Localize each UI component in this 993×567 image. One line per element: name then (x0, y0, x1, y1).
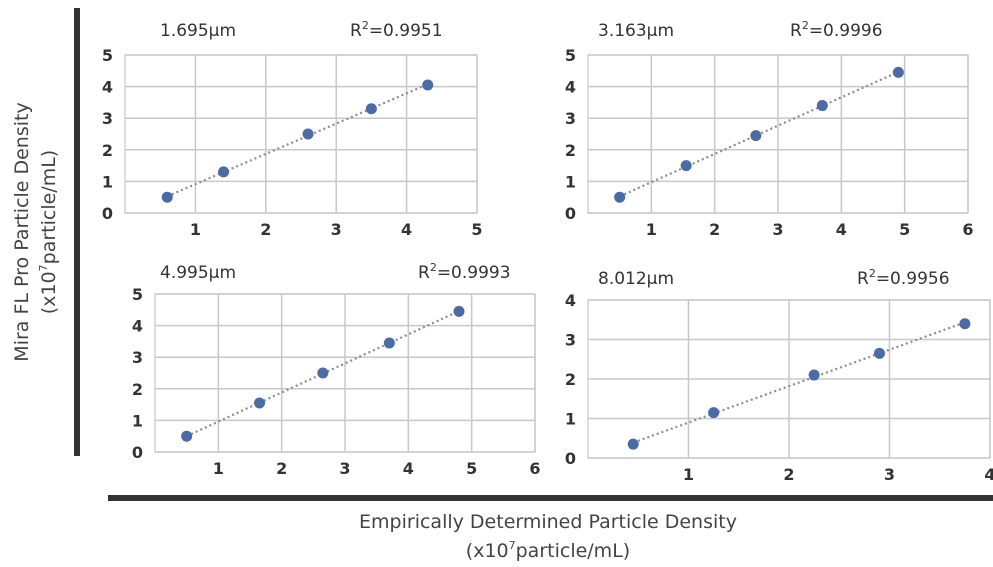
y-tick-label: 4 (102, 78, 113, 97)
particle-size-label: 8.012μm (598, 269, 674, 289)
y-tick-label: 2 (102, 141, 113, 160)
data-point (317, 367, 329, 379)
x-tick-label: 1 (683, 465, 694, 484)
data-point (892, 66, 904, 78)
data-point (680, 160, 692, 172)
x-tick-label: 2 (276, 459, 287, 478)
y-tick-label: 1 (565, 410, 576, 429)
data-point (254, 397, 265, 409)
x-tick-label: 4 (984, 465, 993, 484)
data-point (383, 337, 395, 349)
data-point (959, 318, 971, 330)
trendline (632, 321, 966, 444)
y-tick-label: 0 (102, 204, 113, 223)
data-point (614, 191, 626, 203)
data-point (873, 347, 885, 359)
particle-size-label: 3.163μm (598, 21, 674, 41)
y-tick-label: 3 (565, 331, 576, 350)
x-tick-label: 1 (213, 459, 224, 478)
data-point (161, 191, 173, 203)
panel-4: 0 1 2 3 4 1 2 3 4 8.012μm R2=0.9956 (565, 267, 993, 484)
data-point (816, 100, 828, 112)
y-tick-label: 2 (132, 380, 143, 399)
data-point (627, 438, 639, 450)
y-tick-label: 2 (565, 370, 576, 389)
x-tick-label: 6 (529, 459, 540, 478)
data-point (808, 369, 820, 381)
x-axis-title-line1: Empirically Determined Particle Density (359, 511, 737, 533)
particle-size-label: 4.995μm (160, 263, 236, 283)
y-tick-label: 4 (565, 78, 576, 97)
y-tick-label: 1 (102, 172, 113, 191)
panel-1: 0 1 2 3 4 5 1 2 3 4 5 1.695μm R2=0.9951 (102, 19, 483, 239)
x-tick-label: 4 (403, 459, 414, 478)
x-tick-label: 6 (962, 220, 973, 239)
x-tick-label: 2 (709, 220, 720, 239)
r-squared-label: R2=0.9993 (418, 261, 511, 283)
x-tick-label: 5 (471, 220, 482, 239)
x-tick-label: 3 (331, 220, 342, 239)
y-tick-label: 1 (565, 172, 576, 191)
x-tick-label: 4 (836, 220, 847, 239)
y-tick-label: 4 (132, 317, 143, 336)
y-tick-label: 3 (132, 348, 143, 367)
y-axis-title-line2: (x107particle/mL) (37, 150, 60, 314)
y-tick-label: 0 (565, 449, 576, 468)
trendline (166, 83, 429, 198)
data-point (750, 130, 762, 142)
y-axis-title: Mira FL Pro Particle Density (x107partic… (11, 102, 60, 361)
x-axis-title-line2: (x107particle/mL) (466, 539, 630, 562)
x-tick-label: 2 (783, 465, 794, 484)
x-tick-label: 5 (899, 220, 910, 239)
x-axis-bar (108, 495, 993, 501)
y-tick-label: 0 (132, 443, 143, 462)
y-tick-label: 5 (132, 285, 143, 304)
y-tick-label: 2 (565, 141, 576, 160)
y-tick-label: 3 (565, 109, 576, 128)
x-tick-label: 2 (260, 220, 271, 239)
data-point (422, 79, 434, 91)
y-tick-label: 5 (102, 46, 113, 65)
x-tick-label: 3 (884, 465, 895, 484)
data-point (302, 128, 314, 140)
data-point (453, 305, 465, 317)
y-tick-label: 0 (565, 204, 576, 223)
panel-2: 0 1 2 3 4 5 1 2 3 4 5 6 3.163μm R2=0.9996 (565, 19, 974, 239)
r-squared-label: R2=0.9996 (790, 19, 883, 41)
plot-area (124, 54, 478, 214)
panels: 0 1 2 3 4 5 1 2 3 4 5 1.695μm R2=0.9951 0 1 2 3 4 5 1 2 3 4 5 6 3… (102, 19, 993, 484)
y-axis-title-line1: Mira FL Pro Particle Density (11, 102, 33, 361)
x-tick-label: 4 (401, 220, 412, 239)
y-tick-label: 3 (102, 109, 113, 128)
particle-size-label: 1.695μm (160, 21, 236, 41)
y-axis-bar (74, 8, 80, 456)
y-tick-label: 4 (565, 291, 576, 310)
data-point (218, 166, 230, 178)
x-tick-label: 5 (466, 459, 477, 478)
trendline (619, 70, 899, 198)
r-squared-label: R2=0.9951 (350, 19, 443, 41)
x-tick-label: 3 (772, 220, 783, 239)
y-tick-label: 1 (132, 411, 143, 430)
r-squared-label: R2=0.9956 (857, 267, 950, 289)
x-tick-label: 1 (646, 220, 657, 239)
data-point (708, 407, 720, 419)
x-tick-label: 3 (339, 459, 350, 478)
data-point (181, 430, 193, 442)
data-point (365, 103, 377, 115)
y-tick-label: 5 (565, 46, 576, 65)
x-tick-label: 1 (190, 220, 201, 239)
panel-3: 0 1 2 3 4 5 1 2 3 4 5 6 4.995μm R2=0.9993 (132, 261, 541, 478)
